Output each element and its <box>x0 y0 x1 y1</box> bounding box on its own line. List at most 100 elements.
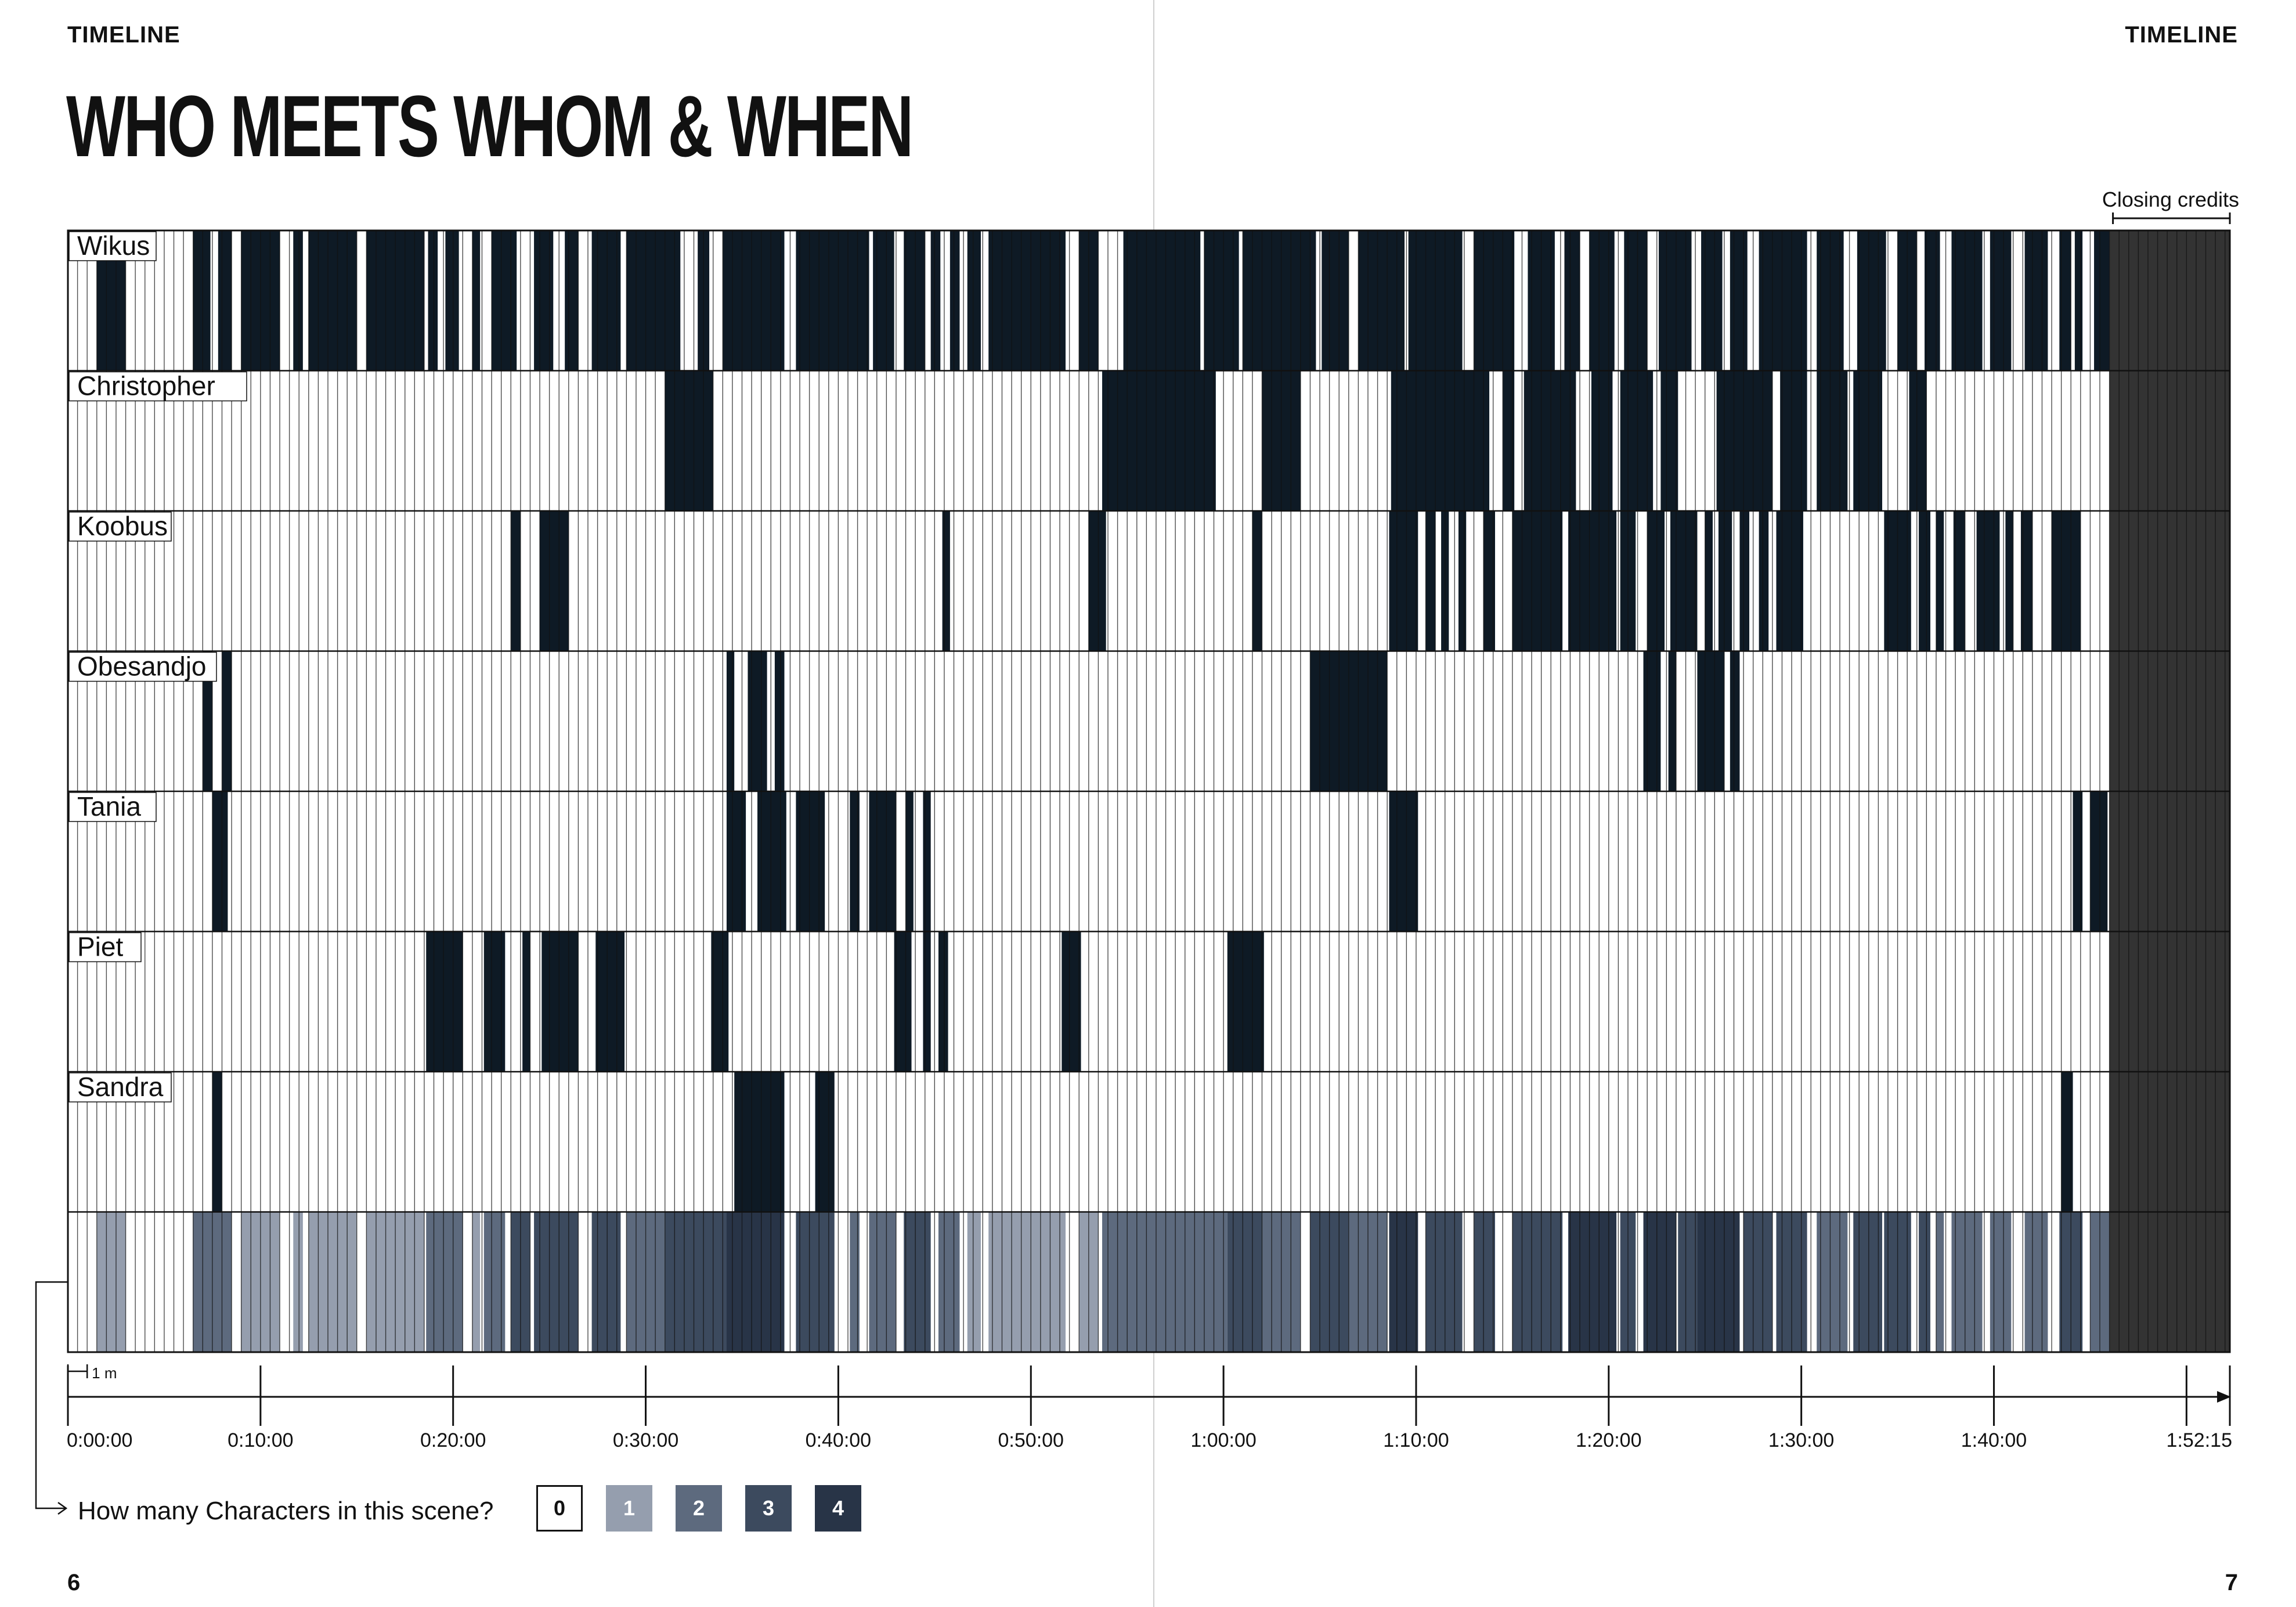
row-label-box <box>68 231 157 261</box>
page-number-left: 6 <box>67 1570 81 1595</box>
presence-bar <box>796 791 825 932</box>
count-bar <box>1021 1212 1066 1352</box>
count-bar <box>2024 1212 2048 1352</box>
presence-bar <box>950 230 960 371</box>
page-number-right: 7 <box>2225 1570 2238 1595</box>
presence-bar <box>1697 651 1724 791</box>
presence-bar <box>1730 230 1748 371</box>
presence-bar <box>930 230 941 371</box>
x-tick-label: 0:00:00 <box>67 1429 132 1451</box>
row-label: Wikus <box>77 230 150 261</box>
presence-bar <box>1668 651 1676 791</box>
presence-bar <box>1425 511 1436 651</box>
closing-credits-label: Closing credits <box>2102 188 2239 211</box>
count-bar <box>534 1212 579 1352</box>
count-bar <box>967 1212 981 1352</box>
presence-bar <box>869 791 896 932</box>
presence-bar <box>1458 511 1467 651</box>
presence-bar <box>1322 230 1349 371</box>
presence-bar <box>1976 511 2000 651</box>
presence-bar <box>1512 511 1563 651</box>
row-label: Koobus <box>77 511 168 541</box>
count-bar <box>308 1212 357 1352</box>
count-bar <box>1743 1212 1772 1352</box>
count-bar <box>1389 1212 1418 1352</box>
presence-bar <box>428 230 438 371</box>
count-bar <box>904 1212 931 1352</box>
presence-bar <box>2061 1072 2073 1212</box>
presence-bar <box>1776 511 1803 651</box>
count-bar <box>1990 1212 2012 1352</box>
count-bar <box>938 1212 960 1352</box>
running-header-right: TIMELINE <box>2125 22 2238 48</box>
presence-bar <box>796 230 869 371</box>
presence-bar <box>815 1072 835 1212</box>
legend-swatch-4: 4 <box>815 1485 861 1532</box>
row-label: Tania <box>77 791 141 821</box>
x-tick-label: 1:10:00 <box>1383 1429 1449 1451</box>
count-bar <box>1425 1212 1463 1352</box>
presence-bar <box>1739 511 1750 651</box>
presence-bar <box>1647 511 1665 651</box>
count-bar <box>96 1212 126 1352</box>
presence-bar <box>541 931 579 1072</box>
count-bar <box>869 1212 896 1352</box>
presence-bar <box>445 230 459 371</box>
presence-bar <box>1705 511 1713 651</box>
count-bar <box>1568 1212 1617 1352</box>
presence-bar <box>1062 931 1081 1072</box>
count-bar <box>1936 1212 1944 1352</box>
row-label-box <box>68 1072 172 1102</box>
count-bar <box>472 1212 481 1352</box>
count-bar <box>1817 1212 1848 1352</box>
chart-frame <box>67 229 2231 1353</box>
presence-bar <box>988 230 1066 371</box>
count-bar <box>1474 1212 1495 1352</box>
presence-bar <box>1659 230 1692 371</box>
presence-bar <box>1718 511 1732 651</box>
presence-bar <box>938 931 948 1072</box>
x-tick-label: 0:20:00 <box>420 1429 486 1451</box>
presence-bar <box>1716 370 1772 511</box>
presence-bar <box>472 230 481 371</box>
presence-bar <box>426 931 463 1072</box>
x-tick-label: 0:30:00 <box>613 1429 678 1451</box>
presence-bar <box>905 791 914 932</box>
count-bar <box>850 1212 860 1352</box>
count-bar <box>483 1212 506 1352</box>
presence-bar <box>923 791 931 932</box>
presence-bar <box>1643 651 1661 791</box>
row-label: Christopher <box>77 371 215 401</box>
presence-bar <box>1503 370 1515 511</box>
presence-bar <box>212 1072 222 1212</box>
count-bar <box>591 1212 621 1352</box>
presence-bar <box>540 511 569 651</box>
presence-bar <box>723 230 785 371</box>
presence-bar <box>2094 230 2110 371</box>
presence-bar <box>1670 511 1698 651</box>
presence-bar <box>626 230 681 371</box>
presence-bar <box>2059 230 2071 371</box>
count-bar <box>1678 1212 1698 1352</box>
row-label-box <box>68 651 217 682</box>
x-tick-label: 0:10:00 <box>228 1429 293 1451</box>
presence-bar <box>1951 230 1983 371</box>
x-tick-label: 1:30:00 <box>1768 1429 1834 1451</box>
presence-bar <box>1759 230 1807 371</box>
presence-bar <box>2090 791 2108 932</box>
x-tick-label: 1:00:00 <box>1190 1429 1256 1451</box>
scale-label: 1 m <box>92 1364 117 1382</box>
presence-bar <box>1389 791 1418 932</box>
presence-bar <box>1564 230 1580 371</box>
presence-bar <box>665 370 713 511</box>
presence-bar <box>1204 230 1239 371</box>
presence-bar <box>1953 511 1965 651</box>
presence-bar <box>923 931 931 1072</box>
presence-bar <box>193 230 211 371</box>
presence-bar <box>1243 230 1316 371</box>
legend-swatch-0: 0 <box>536 1485 583 1532</box>
presence-bar <box>2073 791 2083 932</box>
presence-bar <box>894 931 912 1072</box>
presence-bar <box>565 230 579 371</box>
presence-bar <box>308 230 357 371</box>
